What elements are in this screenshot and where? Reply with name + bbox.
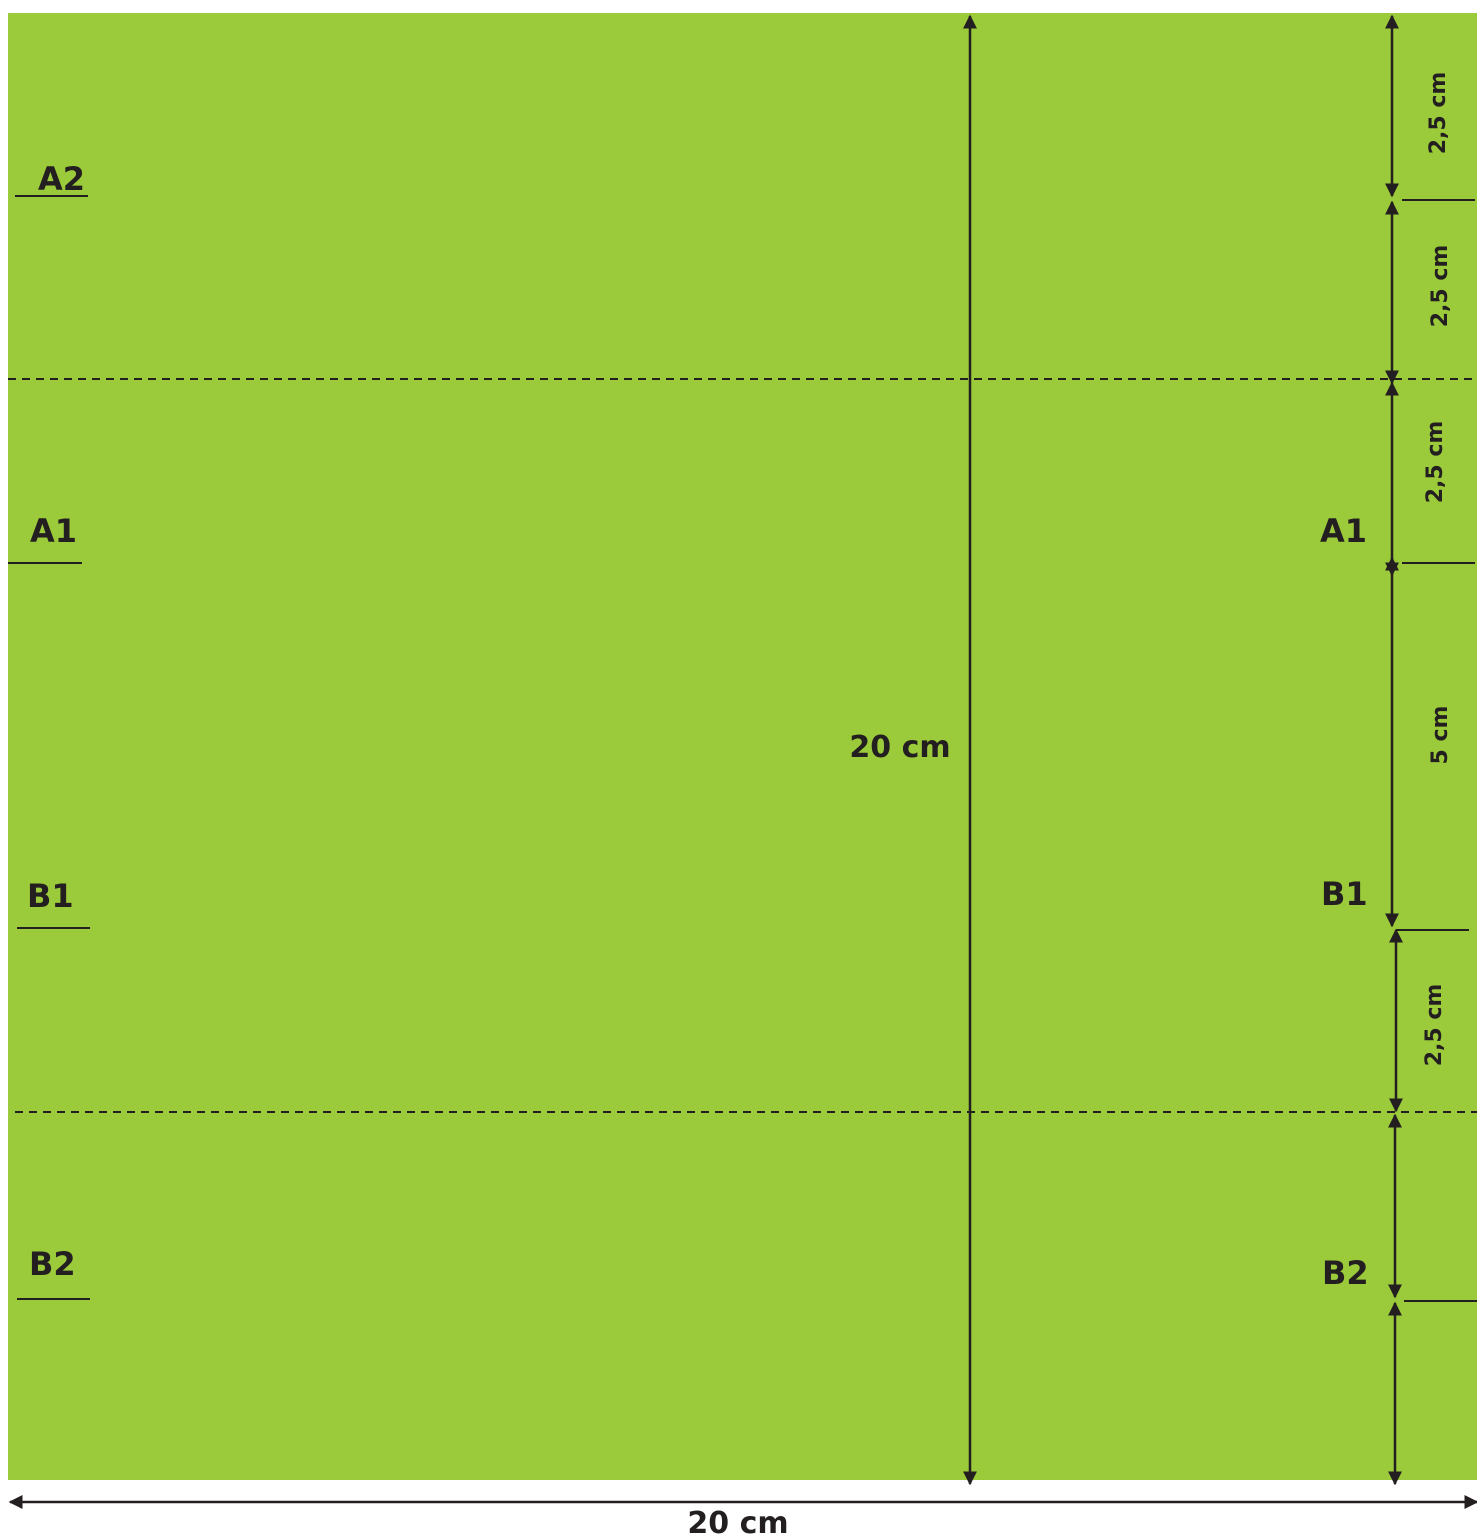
- segment-label-5: 2,5 cm: [1422, 984, 1447, 1067]
- total-width-label: 20 cm: [687, 1506, 788, 1538]
- green-sheet: [8, 13, 1477, 1480]
- segment-label-4: 5 cm: [1428, 706, 1453, 765]
- segment-label-3: 2,5 cm: [1423, 421, 1448, 504]
- left-label-b2: B2: [29, 1245, 76, 1283]
- segment-label-2: 2,5 cm: [1428, 245, 1453, 328]
- right-label-a1: A1: [1320, 512, 1367, 550]
- left-label-a2: A2: [38, 160, 85, 198]
- right-label-b1: B1: [1321, 875, 1368, 913]
- left-label-b1: B1: [27, 877, 74, 915]
- segment-label-1: 2,5 cm: [1426, 72, 1451, 155]
- left-label-a1: A1: [30, 512, 77, 550]
- total-height-label: 20 cm: [849, 730, 950, 765]
- right-label-b2: B2: [1322, 1254, 1369, 1292]
